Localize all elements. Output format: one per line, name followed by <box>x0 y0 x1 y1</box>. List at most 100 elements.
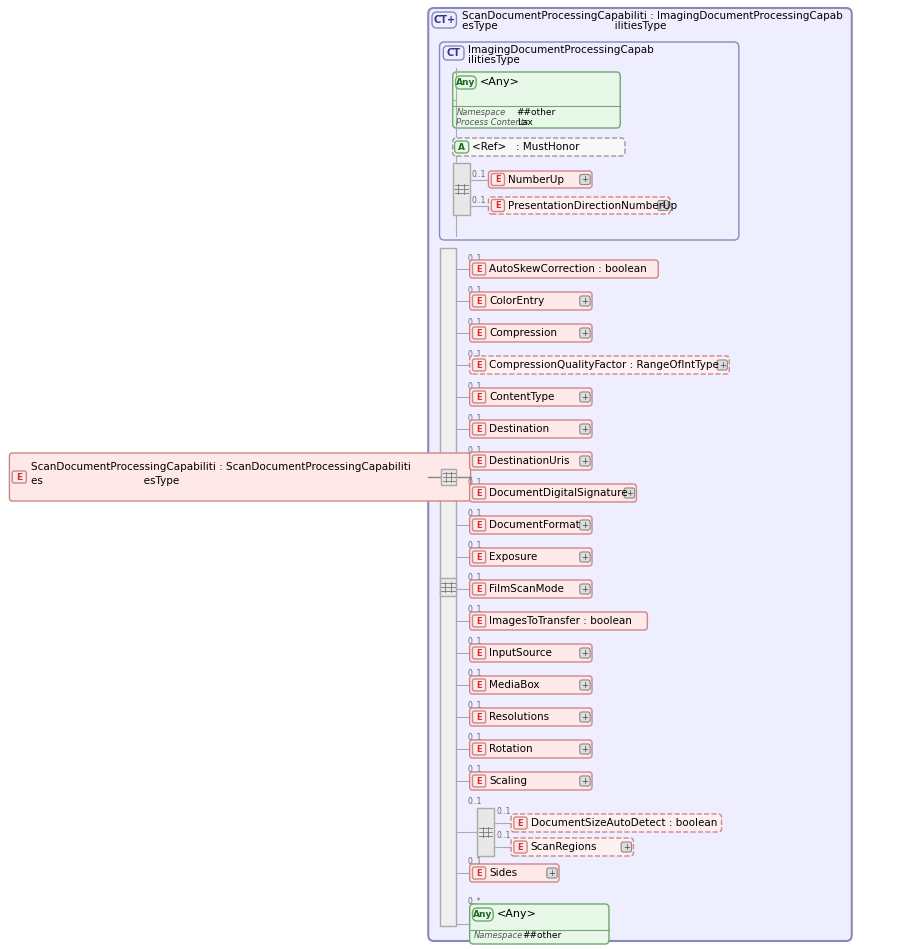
Text: +: + <box>582 393 588 401</box>
Text: AutoSkewCorrection : boolean: AutoSkewCorrection : boolean <box>489 264 647 274</box>
FancyBboxPatch shape <box>472 908 493 921</box>
FancyBboxPatch shape <box>472 359 486 371</box>
Text: ScanDocumentProcessingCapabiliti : ImagingDocumentProcessingCapab: ScanDocumentProcessingCapabiliti : Imagi… <box>462 11 843 21</box>
Text: 0..1: 0..1 <box>467 766 482 774</box>
Text: Compression: Compression <box>489 328 558 338</box>
Text: 0..1: 0..1 <box>467 858 482 866</box>
Text: E: E <box>477 265 482 273</box>
Text: 0..1: 0..1 <box>467 669 482 679</box>
Text: 0..1: 0..1 <box>467 542 482 550</box>
FancyBboxPatch shape <box>514 817 527 829</box>
FancyBboxPatch shape <box>472 775 486 787</box>
Text: 0..1: 0..1 <box>467 701 482 711</box>
FancyBboxPatch shape <box>472 647 486 659</box>
Text: ImagesToTransfer : boolean: ImagesToTransfer : boolean <box>489 616 633 626</box>
FancyBboxPatch shape <box>580 648 590 658</box>
FancyBboxPatch shape <box>580 392 590 402</box>
FancyBboxPatch shape <box>469 676 592 694</box>
Text: es                               esType: es esType <box>31 476 179 486</box>
Text: 0..1: 0..1 <box>467 797 482 807</box>
FancyBboxPatch shape <box>469 580 592 598</box>
Text: InputSource: InputSource <box>489 648 552 658</box>
FancyBboxPatch shape <box>488 197 670 214</box>
Text: Exposure: Exposure <box>489 552 538 562</box>
Text: E: E <box>477 868 482 878</box>
FancyBboxPatch shape <box>580 175 590 184</box>
FancyBboxPatch shape <box>514 841 527 853</box>
Text: +: + <box>623 843 630 851</box>
Text: <Any>: <Any> <box>497 909 537 919</box>
Text: 0..1: 0..1 <box>467 510 482 518</box>
FancyBboxPatch shape <box>456 76 477 89</box>
FancyBboxPatch shape <box>469 864 559 882</box>
Text: MediaBox: MediaBox <box>489 680 540 690</box>
Text: esType                                    ilitiesType: esType ilitiesType <box>462 21 666 31</box>
Text: CompressionQualityFactor : RangeOfIntType: CompressionQualityFactor : RangeOfIntTyp… <box>489 360 719 370</box>
FancyBboxPatch shape <box>469 292 592 310</box>
Text: ##other: ##other <box>522 932 561 940</box>
Text: E: E <box>477 296 482 306</box>
Bar <box>441 469 456 485</box>
Text: E: E <box>477 489 482 497</box>
FancyBboxPatch shape <box>9 453 470 501</box>
Text: ScanDocumentProcessingCapabiliti : ScanDocumentProcessingCapabiliti: ScanDocumentProcessingCapabiliti : ScanD… <box>31 462 411 472</box>
FancyBboxPatch shape <box>469 904 609 944</box>
Text: +: + <box>582 328 588 338</box>
FancyBboxPatch shape <box>580 744 590 754</box>
FancyBboxPatch shape <box>472 487 486 499</box>
Text: 0..1: 0..1 <box>467 638 482 646</box>
Text: 0..1: 0..1 <box>467 381 482 390</box>
FancyBboxPatch shape <box>455 141 468 153</box>
Bar <box>439 248 456 926</box>
FancyBboxPatch shape <box>469 356 729 374</box>
FancyBboxPatch shape <box>469 484 636 502</box>
Text: E: E <box>477 552 482 562</box>
Bar <box>453 163 469 215</box>
Text: DocumentDigitalSignature: DocumentDigitalSignature <box>489 488 628 498</box>
FancyBboxPatch shape <box>580 552 590 562</box>
FancyBboxPatch shape <box>432 12 456 28</box>
Text: 0..1: 0..1 <box>467 318 482 326</box>
Text: 0..1: 0..1 <box>467 445 482 455</box>
FancyBboxPatch shape <box>488 171 592 188</box>
FancyBboxPatch shape <box>469 644 592 662</box>
Text: ContentType: ContentType <box>489 392 555 402</box>
FancyBboxPatch shape <box>658 200 668 211</box>
Text: Namespace: Namespace <box>474 932 522 940</box>
Text: ColorEntry: ColorEntry <box>489 296 545 306</box>
FancyBboxPatch shape <box>491 174 505 185</box>
Text: <Any>: <Any> <box>480 77 519 87</box>
FancyBboxPatch shape <box>580 520 590 530</box>
Text: +: + <box>582 296 588 306</box>
Text: E: E <box>518 818 523 828</box>
Text: Any: Any <box>473 910 492 919</box>
Text: +: + <box>719 361 726 369</box>
Text: +: + <box>582 175 588 184</box>
FancyBboxPatch shape <box>469 612 647 630</box>
Text: ScanRegions: ScanRegions <box>530 842 597 852</box>
FancyBboxPatch shape <box>472 455 486 467</box>
FancyBboxPatch shape <box>453 72 620 128</box>
Text: FilmScanMode: FilmScanMode <box>489 584 564 594</box>
FancyBboxPatch shape <box>580 328 590 338</box>
Text: NumberUp: NumberUp <box>509 175 564 184</box>
FancyBboxPatch shape <box>580 584 590 594</box>
Text: ##other: ##other <box>517 107 556 117</box>
Text: 0..1: 0..1 <box>496 831 510 841</box>
Text: Resolutions: Resolutions <box>489 712 550 722</box>
FancyBboxPatch shape <box>717 360 728 370</box>
Text: 0..1: 0..1 <box>467 477 482 487</box>
FancyBboxPatch shape <box>469 740 592 758</box>
Text: Process Contents: Process Contents <box>456 118 529 126</box>
Text: 0..1: 0..1 <box>471 170 486 178</box>
Text: E: E <box>477 745 482 754</box>
Text: E: E <box>477 456 482 466</box>
Bar <box>477 808 494 856</box>
Text: E: E <box>477 328 482 338</box>
Text: 0..1: 0..1 <box>467 414 482 422</box>
FancyBboxPatch shape <box>580 424 590 434</box>
Text: E: E <box>495 201 500 210</box>
Text: +: + <box>626 489 633 497</box>
Bar <box>441 469 456 485</box>
Text: Destination: Destination <box>489 424 550 434</box>
